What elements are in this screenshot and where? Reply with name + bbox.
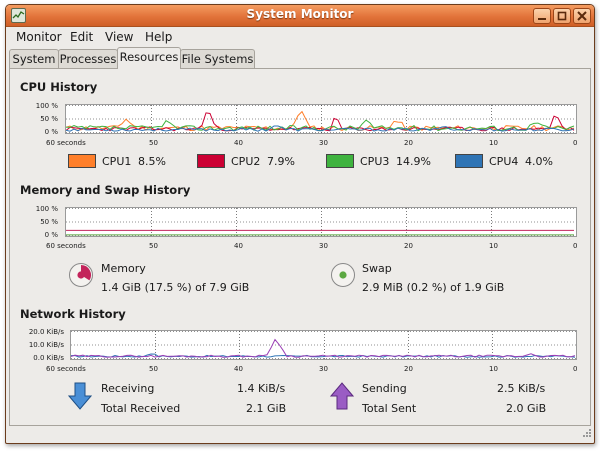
system-monitor-app-icon[interactable]	[11, 8, 26, 23]
cpu2-trace	[65, 112, 575, 132]
cpu1-color-swatch[interactable]	[68, 154, 96, 168]
total-received-value: 2.1 GiB	[246, 402, 287, 415]
tab-resources[interactable]: Resources	[117, 47, 181, 69]
tab-processes[interactable]: Processes	[58, 49, 118, 68]
graph-grid	[66, 105, 576, 133]
window-title: System Monitor	[246, 7, 354, 21]
net-ytick-20: 20.0 KiB/s	[28, 328, 64, 336]
swap-label: Swap	[362, 262, 392, 275]
total-sent-label: Total Sent	[362, 402, 417, 415]
tab-system[interactable]: System	[9, 49, 59, 68]
cpu-history-graph	[65, 104, 577, 134]
net-xtick-0: 0	[573, 365, 578, 373]
cpu2-label: CPU2	[231, 155, 261, 168]
total-received-label: Total Received	[101, 402, 181, 415]
mem-xtick-0: 0	[573, 242, 578, 250]
net-xtick-10: 10	[489, 365, 498, 373]
cpu-xtick-0: 0	[573, 139, 578, 147]
mem-xtick-30: 30	[319, 242, 328, 250]
cpu2-color-swatch[interactable]	[197, 154, 225, 168]
memory-pie-icon[interactable]	[68, 262, 94, 288]
total-sent-value: 2.0 GiB	[506, 402, 547, 415]
minimize-icon	[538, 18, 546, 20]
swap-value: 2.9 MiB (0.2 %) of 1.9 GiB	[362, 281, 505, 294]
net-ytick-10: 10.0 KiB/s	[28, 341, 64, 349]
menu-view[interactable]: View	[105, 30, 134, 44]
graph-grid	[71, 331, 576, 359]
mem-xtick-10: 10	[489, 242, 498, 250]
net-xtick-40: 40	[234, 365, 243, 373]
sending-trace	[70, 338, 576, 358]
memory-label: Memory	[101, 262, 146, 275]
mem-xtick-40: 40	[234, 242, 243, 250]
cpu3-color-swatch[interactable]	[326, 154, 354, 168]
cpu-xtick-10: 10	[489, 139, 498, 147]
net-xtick-20: 20	[404, 365, 413, 373]
mem-xtick-60: 60 seconds	[46, 242, 86, 250]
title-bar[interactable]: System Monitor	[6, 5, 594, 27]
mem-ytick-100: 100 %	[35, 205, 58, 213]
maximize-icon	[557, 11, 567, 21]
cpu3-label: CPU3	[360, 155, 390, 168]
cpu-xtick-40: 40	[234, 139, 243, 147]
system-monitor-window: System Monitor Monitor Edit View Help Sy…	[5, 4, 595, 444]
cpu4-color-swatch[interactable]	[455, 154, 483, 168]
cpu-ytick-100: 100 %	[35, 102, 58, 110]
cpu-history-title: CPU History	[20, 80, 98, 94]
cpu1-label: CPU1	[102, 155, 132, 168]
close-button[interactable]	[573, 8, 591, 24]
cpu-xtick-30: 30	[319, 139, 328, 147]
memory-swap-graph	[65, 207, 577, 237]
sending-label: Sending	[362, 382, 407, 395]
net-xtick-60: 60 seconds	[46, 365, 86, 373]
resources-panel: CPU History 100 % 50 % 0 % 60 seconds 50…	[9, 68, 591, 426]
net-xtick-30: 30	[319, 365, 328, 373]
cpu2-value: 7.9%	[267, 155, 295, 168]
tab-file-systems[interactable]: File Systems	[180, 49, 255, 68]
tab-bar: System Processes Resources File Systems	[6, 47, 594, 69]
net-ytick-0: 0.0 KiB/s	[33, 354, 64, 362]
sending-arrow-icon[interactable]	[329, 382, 355, 410]
cpu4-trace	[65, 125, 575, 132]
swap-pie-icon[interactable]	[330, 262, 356, 288]
cpu-xtick-60: 60 seconds	[46, 139, 86, 147]
mem-xtick-20: 20	[404, 242, 413, 250]
network-history-title: Network History	[20, 307, 126, 321]
maximize-button[interactable]	[553, 8, 571, 24]
receiving-trace	[70, 353, 576, 358]
close-icon	[577, 11, 587, 21]
graph-grid	[66, 208, 576, 236]
net-xtick-50: 50	[149, 365, 158, 373]
cpu-ytick-50: 50 %	[40, 115, 58, 123]
cpu-xtick-20: 20	[404, 139, 413, 147]
network-history-graph	[70, 330, 577, 360]
cpu3-value: 14.9%	[396, 155, 431, 168]
mem-ytick-0: 0 %	[44, 231, 58, 239]
receiving-label: Receiving	[101, 382, 155, 395]
receiving-value: 1.4 KiB/s	[237, 382, 286, 395]
menu-monitor[interactable]: Monitor	[16, 30, 62, 44]
minimize-button[interactable]	[533, 8, 551, 24]
cpu-xtick-50: 50	[149, 139, 158, 147]
cpu4-value: 4.0%	[525, 155, 553, 168]
menu-edit[interactable]: Edit	[70, 30, 94, 44]
cpu1-value: 8.5%	[138, 155, 166, 168]
memory-value: 1.4 GiB (17.5 %) of 7.9 GiB	[101, 281, 250, 294]
receiving-arrow-icon[interactable]	[67, 382, 93, 410]
cpu4-label: CPU4	[489, 155, 519, 168]
sending-value: 2.5 KiB/s	[497, 382, 546, 395]
memory-swap-title: Memory and Swap History	[20, 183, 191, 197]
menu-help[interactable]: Help	[145, 30, 173, 44]
resize-grip[interactable]	[582, 427, 592, 441]
cpu-ytick-0: 0 %	[44, 128, 58, 136]
mem-xtick-50: 50	[149, 242, 158, 250]
menu-bar: Monitor Edit View Help	[6, 27, 594, 47]
mem-ytick-50: 50 %	[40, 218, 58, 226]
